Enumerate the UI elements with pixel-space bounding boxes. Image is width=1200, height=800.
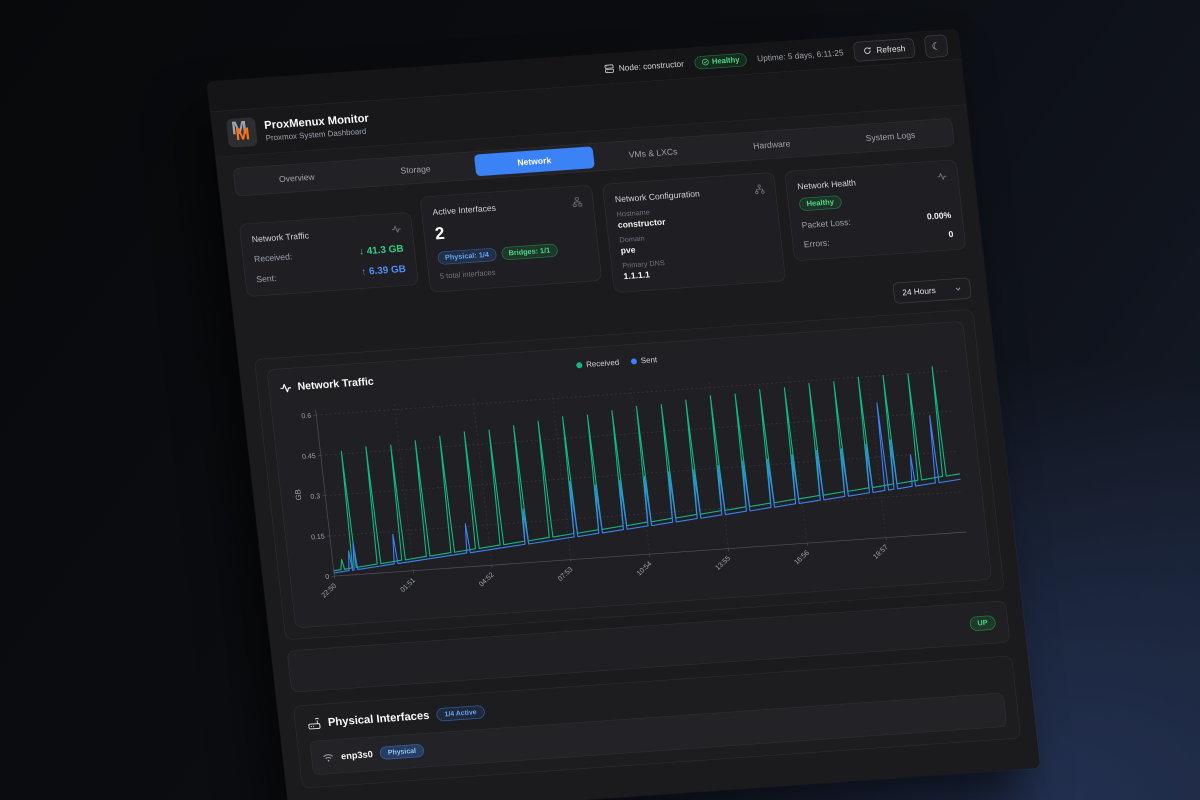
interface-name: enp3s0 bbox=[340, 748, 374, 762]
packet-loss-value: 0.00% bbox=[926, 209, 952, 222]
check-circle-icon bbox=[701, 58, 709, 66]
interface-row-enp3s0[interactable]: enp3s0 Physical bbox=[309, 692, 1008, 776]
refresh-button[interactable]: Refresh bbox=[852, 37, 916, 62]
svg-text:GB: GB bbox=[293, 489, 303, 501]
errors-value: 0 bbox=[947, 228, 954, 240]
time-range-value: 24 Hours bbox=[901, 285, 937, 298]
legend-received-dot bbox=[575, 361, 583, 369]
uptime-text: Uptime: 5 days, 6:11:25 bbox=[756, 47, 845, 64]
svg-text:04:52: 04:52 bbox=[478, 572, 496, 589]
svg-text:10:54: 10:54 bbox=[636, 560, 654, 577]
svg-text:13:55: 13:55 bbox=[715, 555, 733, 572]
time-range-select[interactable]: 24 Hours bbox=[892, 277, 972, 304]
bridges-count-badge: Bridges: 1/1 bbox=[500, 243, 559, 261]
svg-text:0.3: 0.3 bbox=[310, 493, 321, 501]
dark-mode-toggle[interactable]: ☾ bbox=[923, 33, 949, 58]
server-icon bbox=[604, 64, 614, 74]
health-badge-label: Healthy bbox=[711, 55, 740, 66]
received-value: ↓ 41.3 GB bbox=[358, 242, 405, 258]
svg-text:0.6: 0.6 bbox=[301, 413, 312, 421]
network-health-card-title: Network Health bbox=[796, 177, 857, 192]
chart-title: Network Traffic bbox=[296, 376, 375, 393]
legend-sent-label: Sent bbox=[640, 354, 658, 366]
network-tab-section: Network Traffic Received Sent 0 0.15 0.3 0.… bbox=[254, 308, 1005, 641]
main-content: Overview Storage Network VMs & LXCs Hard… bbox=[215, 105, 1038, 800]
sent-label: Sent: bbox=[255, 273, 277, 285]
physical-count-badge: Physical: 1/4 bbox=[437, 247, 497, 265]
tab-system-logs[interactable]: System Logs bbox=[865, 129, 916, 144]
topbar: Node: constructor Healthy Uptime: 5 days… bbox=[207, 29, 961, 113]
network-nodes-icon bbox=[572, 197, 583, 207]
tab-storage[interactable]: Storage bbox=[400, 163, 432, 176]
activity-icon bbox=[937, 173, 947, 180]
network-health-card: Network Health Healthy Packet Loss: 0.00… bbox=[784, 159, 967, 262]
stat-cards-row: Network Traffic Received: ↓ 41.3 GB Sent… bbox=[237, 159, 968, 318]
hierarchy-icon bbox=[755, 184, 765, 195]
svg-text:22:50: 22:50 bbox=[321, 583, 339, 600]
activity-icon bbox=[391, 225, 401, 233]
network-traffic-card-title: Network Traffic bbox=[251, 230, 310, 245]
logo-letter-orange: M bbox=[234, 123, 251, 145]
interface-type-badge: Physical bbox=[379, 743, 425, 760]
network-traffic-card: Network Traffic Received: ↓ 41.3 GB Sent… bbox=[238, 211, 419, 297]
refresh-icon bbox=[864, 47, 871, 54]
chevron-down-icon bbox=[955, 287, 961, 291]
svg-text:0.45: 0.45 bbox=[302, 453, 316, 461]
proxmenux-logo: M M bbox=[225, 117, 258, 148]
refresh-label: Refresh bbox=[875, 43, 906, 55]
errors-label: Errors: bbox=[803, 237, 831, 250]
svg-text:01:51: 01:51 bbox=[400, 577, 418, 594]
total-interfaces-text: 5 total interfaces bbox=[439, 268, 496, 281]
network-traffic-chart-card: Network Traffic Received Sent 0 0.15 0.3 0.… bbox=[266, 320, 993, 629]
svg-text:0: 0 bbox=[325, 574, 330, 581]
physical-active-badge: 1/4 Active bbox=[435, 705, 486, 722]
chart-legend: Received Sent bbox=[575, 354, 658, 370]
svg-text:07:53: 07:53 bbox=[557, 566, 575, 583]
received-label: Received: bbox=[253, 251, 293, 264]
chart-controls: 24 Hours bbox=[250, 277, 972, 348]
active-interfaces-card-title: Active Interfaces bbox=[432, 202, 497, 218]
physical-interfaces-title: Physical Interfaces bbox=[327, 708, 431, 729]
svg-text:19:57: 19:57 bbox=[872, 544, 890, 561]
packet-loss-label: Packet Loss: bbox=[801, 216, 852, 231]
network-traffic-chart: 0 0.15 0.3 0.45 0.6 22:50 01:51 04:52 07:53 10:54… bbox=[293, 366, 967, 600]
node-label: Node: constructor bbox=[618, 58, 685, 73]
svg-text:16:56: 16:56 bbox=[793, 549, 811, 566]
health-badge: Healthy bbox=[693, 52, 748, 70]
active-interfaces-card: Active Interfaces 2 Physical: 1/ bbox=[419, 184, 603, 293]
moon-icon: ☾ bbox=[931, 40, 942, 53]
router-icon bbox=[308, 717, 321, 730]
tab-vms-lxcs[interactable]: VMs & LXCs bbox=[628, 146, 678, 160]
tab-network[interactable]: Network bbox=[473, 146, 595, 177]
svg-text:0.15: 0.15 bbox=[311, 534, 325, 542]
legend-sent-dot bbox=[630, 357, 638, 365]
proxmenux-dashboard-window: Node: constructor Healthy Uptime: 5 days… bbox=[207, 29, 1041, 800]
up-status-badge: UP bbox=[968, 615, 997, 632]
activity-icon bbox=[280, 383, 292, 393]
legend-received-label: Received bbox=[585, 357, 620, 370]
wifi-icon bbox=[323, 753, 333, 762]
physical-interfaces-section: Physical Interfaces 1/4 Active enp3s0 Ph… bbox=[292, 655, 1022, 789]
network-configuration-card-title: Network Configuration bbox=[614, 188, 701, 205]
network-configuration-card: Network Configuration Hostname construct… bbox=[601, 172, 787, 294]
tab-overview[interactable]: Overview bbox=[278, 171, 316, 185]
sent-value: ↑ 6.39 GB bbox=[360, 263, 407, 278]
tab-hardware[interactable]: Hardware bbox=[752, 138, 791, 151]
node-indicator: Node: constructor bbox=[604, 59, 685, 74]
active-interfaces-count: 2 bbox=[433, 222, 446, 244]
health-status-badge: Healthy bbox=[798, 195, 842, 212]
